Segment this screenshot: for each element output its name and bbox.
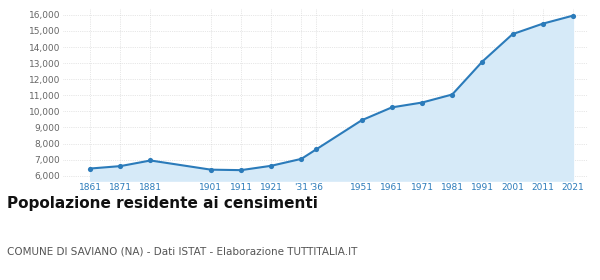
Text: COMUNE DI SAVIANO (NA) - Dati ISTAT - Elaborazione TUTTITALIA.IT: COMUNE DI SAVIANO (NA) - Dati ISTAT - El… (7, 246, 358, 256)
Point (296, 157, 306, 161)
Point (478, 59, 487, 64)
Point (206, 167, 215, 172)
Point (116, 164, 125, 168)
Point (417, 100, 427, 105)
Point (146, 158, 155, 163)
Point (508, 32, 517, 36)
Point (85, 166, 95, 171)
Point (357, 118, 367, 122)
Point (448, 92, 457, 97)
Point (538, 22, 548, 26)
Point (311, 147, 321, 151)
Point (387, 105, 397, 109)
Text: Popolazione residente ai censimenti: Popolazione residente ai censimenti (7, 196, 318, 211)
Point (568, 13, 578, 18)
Point (236, 168, 246, 172)
Point (266, 164, 276, 168)
